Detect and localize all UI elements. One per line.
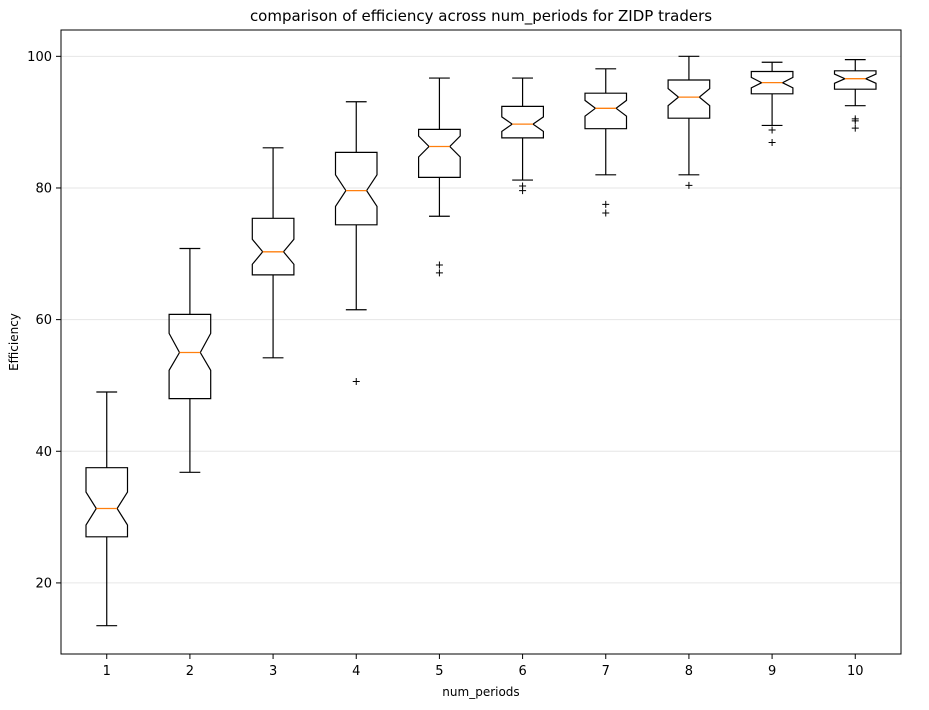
notched-box (85, 467, 129, 538)
grid-layer (61, 55, 901, 584)
outlier-marker (602, 200, 610, 208)
y-tick-label: 60 (35, 313, 52, 328)
outlier-marker (352, 377, 360, 385)
outlier-marker (435, 269, 443, 277)
notched-box (584, 92, 628, 130)
x-tick-label: 9 (768, 664, 776, 679)
plot-frame (60, 29, 902, 655)
notched-box (750, 70, 794, 95)
y-axis-label: Efficiency (7, 313, 21, 371)
box-7 (584, 68, 628, 217)
x-tick-label: 7 (602, 664, 610, 679)
notched-box (667, 79, 711, 119)
notched-box (501, 105, 545, 139)
x-tick-label: 8 (685, 664, 693, 679)
x-tick-label: 5 (435, 664, 443, 679)
box-2 (168, 247, 212, 473)
box-6 (501, 77, 545, 195)
outlier-marker (602, 209, 610, 217)
notched-box (418, 128, 461, 178)
box-layer (85, 55, 877, 627)
outlier-marker (435, 261, 443, 269)
x-tick-label: 4 (352, 664, 360, 679)
outlier-marker (519, 182, 527, 190)
x-tick-label: 3 (269, 664, 277, 679)
notched-box (833, 70, 877, 90)
notched-box (168, 313, 212, 400)
y-tick-label: 80 (35, 181, 52, 196)
x-axis-label: num_periods (442, 685, 519, 699)
x-tick-label: 1 (103, 664, 111, 679)
box-10 (833, 59, 877, 132)
chart-title: comparison of efficiency across num_peri… (250, 7, 712, 26)
y-tick-label: 40 (35, 445, 52, 460)
box-8 (667, 55, 711, 189)
outlier-marker (851, 115, 859, 123)
x-tick-label: 6 (518, 664, 526, 679)
y-tick-label: 100 (27, 50, 52, 65)
box-4 (334, 101, 378, 385)
notched-box (334, 151, 378, 226)
outlier-marker (768, 126, 776, 134)
outlier-marker (768, 139, 776, 147)
outlier-marker (851, 124, 859, 132)
box-1 (85, 391, 129, 627)
box-3 (251, 147, 295, 359)
y-tick-label: 20 (35, 576, 52, 591)
x-tick-label: 2 (186, 664, 194, 679)
notched-box (251, 217, 295, 276)
box-9 (750, 61, 794, 147)
box-5 (418, 77, 461, 277)
x-tick-label: 10 (847, 664, 864, 679)
outlier-marker (685, 181, 693, 189)
axis-layer: 20 40 60 80 100 1 2 3 4 5 6 7 8 9 10 (27, 50, 863, 679)
